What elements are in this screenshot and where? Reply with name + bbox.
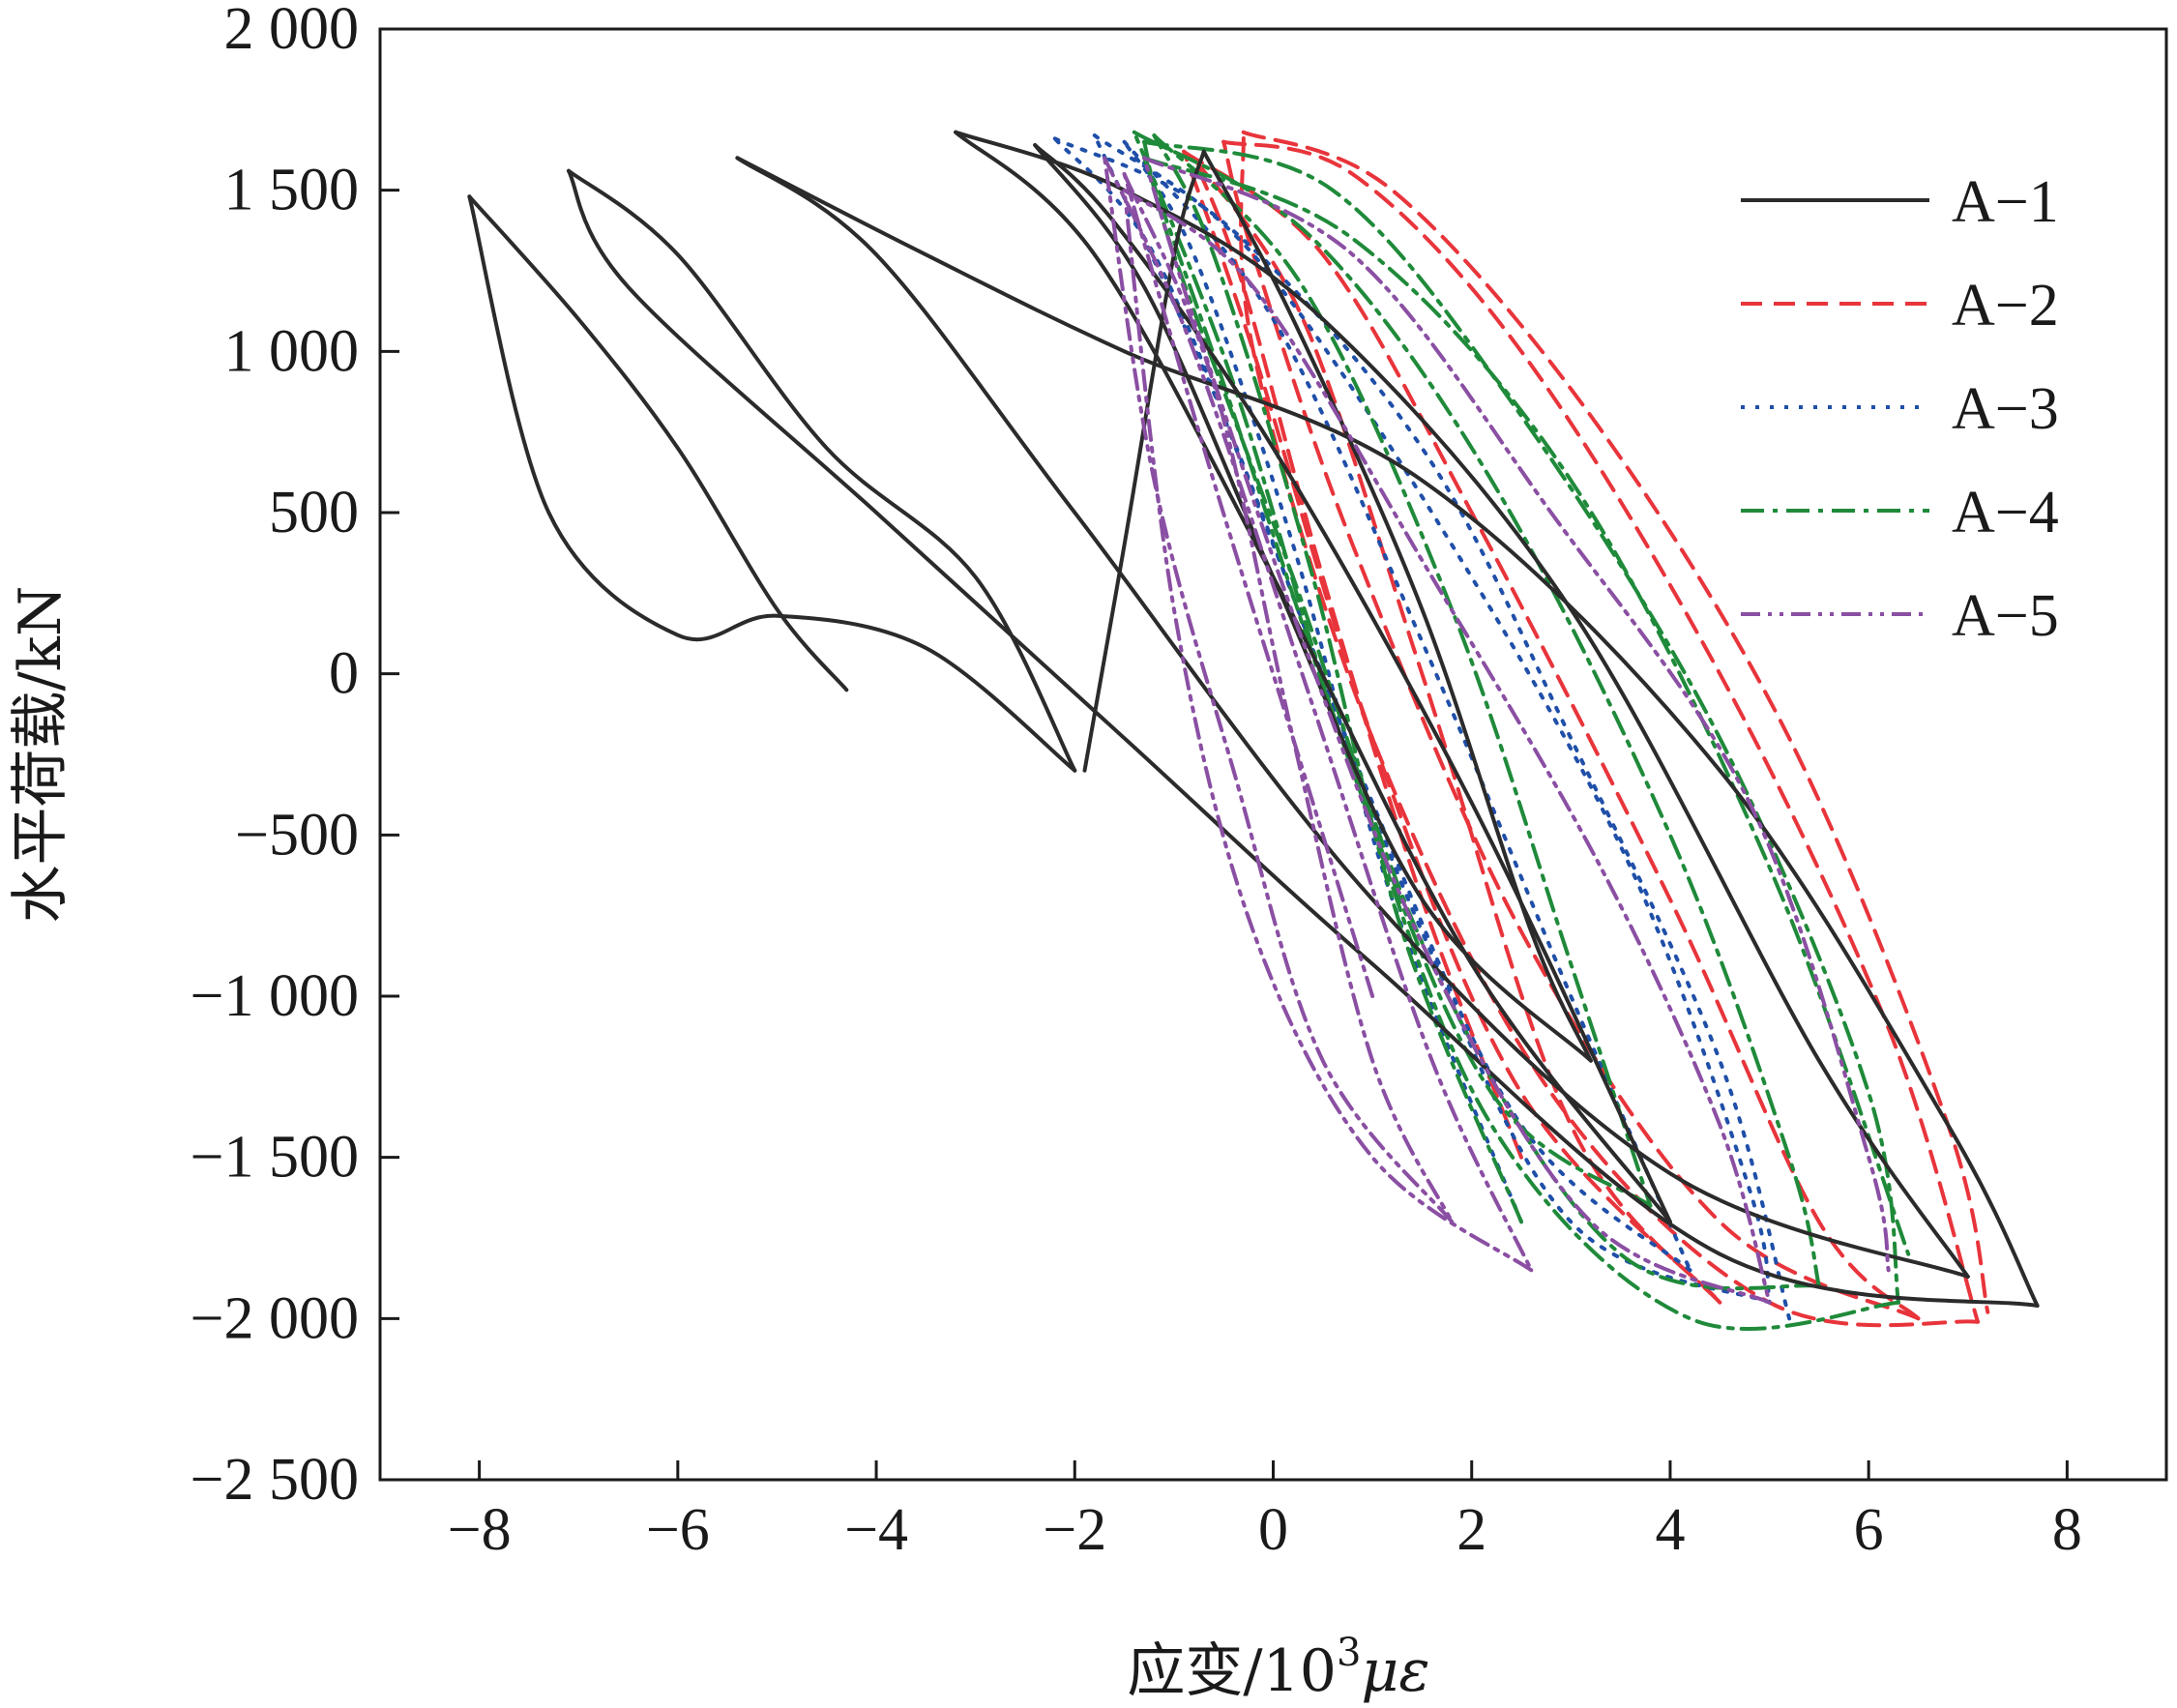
series-2-up-branch <box>1191 156 1523 1160</box>
x-axis-title-unit: με <box>1361 1637 1429 1705</box>
series-3-down-branch <box>1052 136 1792 1321</box>
y-tick-label: −1 500 <box>191 1125 359 1191</box>
x-axis: −8 −6 −4 −2 0 2 4 6 8 <box>448 1460 2082 1563</box>
series-3-up-branch <box>1122 139 1523 1224</box>
series-1-up-branch <box>954 130 1672 1224</box>
series-4-up-branch <box>1142 139 1821 1291</box>
series-3-down-branch <box>1092 133 1772 1305</box>
legend-label: A−4 <box>1952 480 2059 545</box>
y-axis-title: 水平荷载/kN <box>7 585 74 923</box>
legend-label: A−5 <box>1952 583 2059 649</box>
series-1-down-branch <box>1201 149 1593 1063</box>
series-5-up-branch <box>1142 156 1772 1305</box>
x-tick-label: −8 <box>448 1497 512 1563</box>
series-1-down-branch <box>467 194 849 692</box>
x-tick-label: 2 <box>1456 1497 1486 1563</box>
series-4-down-branch <box>1142 156 1911 1256</box>
x-tick-label: −4 <box>844 1497 908 1563</box>
x-tick-label: 0 <box>1258 1497 1288 1563</box>
legend-label: A−3 <box>1952 376 2059 442</box>
series-5-up-branch <box>1103 156 1455 1224</box>
series-4-up-branch <box>1142 156 1900 1331</box>
series-1-down-branch <box>735 156 2040 1308</box>
plot-frame <box>378 27 2168 1482</box>
series-2-down-branch <box>1182 149 1921 1321</box>
x-tick-label: 8 <box>2052 1497 2082 1563</box>
series-5-down-branch <box>1142 156 1891 1273</box>
series-1-up-branch <box>567 168 2040 1308</box>
x-axis-title-sup: 3 <box>1337 1631 1361 1675</box>
series-2-up-branch <box>1182 149 1722 1305</box>
series-1-up-branch <box>735 156 1970 1279</box>
y-tick-label: 2 000 <box>224 0 360 62</box>
series-4-up-branch <box>1152 133 1523 1224</box>
series-4-down-branch <box>1132 130 1821 1288</box>
y-tick-label: −500 <box>235 802 359 868</box>
y-tick-label: 500 <box>269 480 359 545</box>
series-5 <box>1103 156 1891 1305</box>
series-3-up-branch <box>1092 133 1692 1273</box>
series-5-up-branch <box>1122 188 1534 1273</box>
x-axis-title: 应变/103με <box>1127 1631 1429 1705</box>
series-3-up-branch <box>1052 136 1772 1305</box>
curves-layer <box>467 130 2040 1331</box>
series-5-down-branch <box>1122 172 1455 1224</box>
legend-label: A−2 <box>1952 273 2059 339</box>
series-1-up-branch <box>467 194 1077 773</box>
legend-label: A−1 <box>1952 169 2059 235</box>
series-1-up-branch <box>1082 149 1206 773</box>
y-tick-label: 0 <box>329 641 359 707</box>
x-tick-label: −2 <box>1043 1497 1106 1563</box>
y-tick-label: −1 000 <box>191 963 359 1029</box>
y-tick-label: −2 500 <box>191 1447 359 1513</box>
series-5-down-branch <box>1122 188 1772 1305</box>
y-tick-label: 1 000 <box>224 318 360 384</box>
x-tick-label: −6 <box>646 1497 710 1563</box>
x-tick-label: 4 <box>1655 1497 1685 1563</box>
series-5-up-branch <box>1122 172 1375 998</box>
y-tick-label: −2 000 <box>191 1285 359 1351</box>
series-2-down-branch <box>1221 139 1980 1324</box>
legend: A−1 A−2 A−3 A−4 A−5 <box>1741 169 2059 649</box>
series-5-down-branch <box>1103 156 1534 1273</box>
x-axis-title-main: 应变/10 <box>1127 1637 1337 1705</box>
y-axis: 2 000 1 500 1 000 500 0 −500 −1 000 −1 500 −2 00… <box>191 0 399 1513</box>
series-1 <box>467 130 2040 1308</box>
y-tick-label: 1 500 <box>224 158 360 223</box>
series-1-down-branch <box>567 168 1077 773</box>
x-tick-label: 6 <box>1854 1497 1884 1563</box>
series-2-up-branch <box>1221 139 1921 1321</box>
